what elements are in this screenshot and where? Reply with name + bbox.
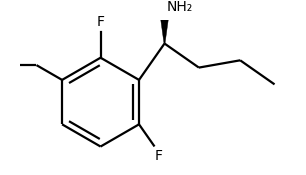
Text: F: F [97,15,105,29]
Polygon shape [160,16,169,44]
Text: F: F [155,149,163,163]
Text: NH₂: NH₂ [167,0,193,14]
